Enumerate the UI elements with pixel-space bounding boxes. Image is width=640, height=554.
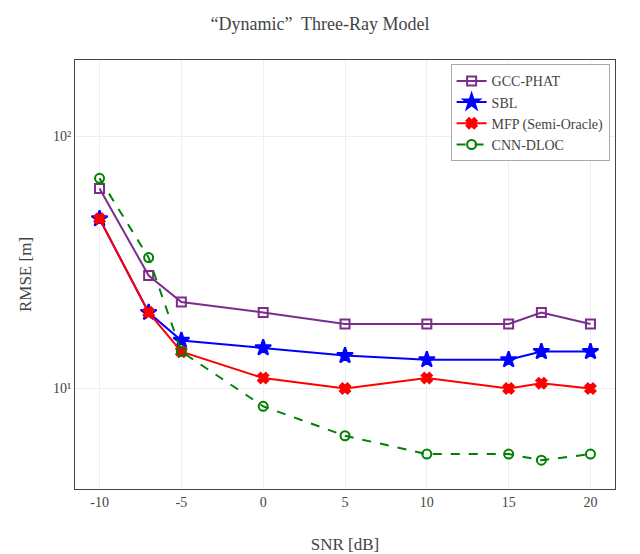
- svg-text:SNR [dB]: SNR [dB]: [311, 535, 379, 554]
- svg-text:“Dynamic” Three-Ray Model: “Dynamic” Three-Ray Model: [210, 14, 429, 34]
- svg-text:20: 20: [583, 495, 597, 510]
- svg-text:SBL: SBL: [492, 96, 518, 111]
- svg-text:10²: 10²: [53, 129, 71, 144]
- svg-text:CNN-DLOC: CNN-DLOC: [492, 138, 564, 153]
- svg-text:MFP (Semi-Oracle): MFP (Semi-Oracle): [492, 117, 603, 133]
- svg-text:RMSE [m]: RMSE [m]: [16, 237, 35, 312]
- svg-text:-5: -5: [176, 495, 188, 510]
- svg-text:15: 15: [502, 495, 516, 510]
- svg-text:-10: -10: [90, 495, 109, 510]
- svg-text:GCC-PHAT: GCC-PHAT: [492, 74, 561, 89]
- svg-text:5: 5: [342, 495, 349, 510]
- svg-text:0: 0: [260, 495, 267, 510]
- svg-text:10¹: 10¹: [53, 381, 71, 396]
- svg-text:10: 10: [420, 495, 434, 510]
